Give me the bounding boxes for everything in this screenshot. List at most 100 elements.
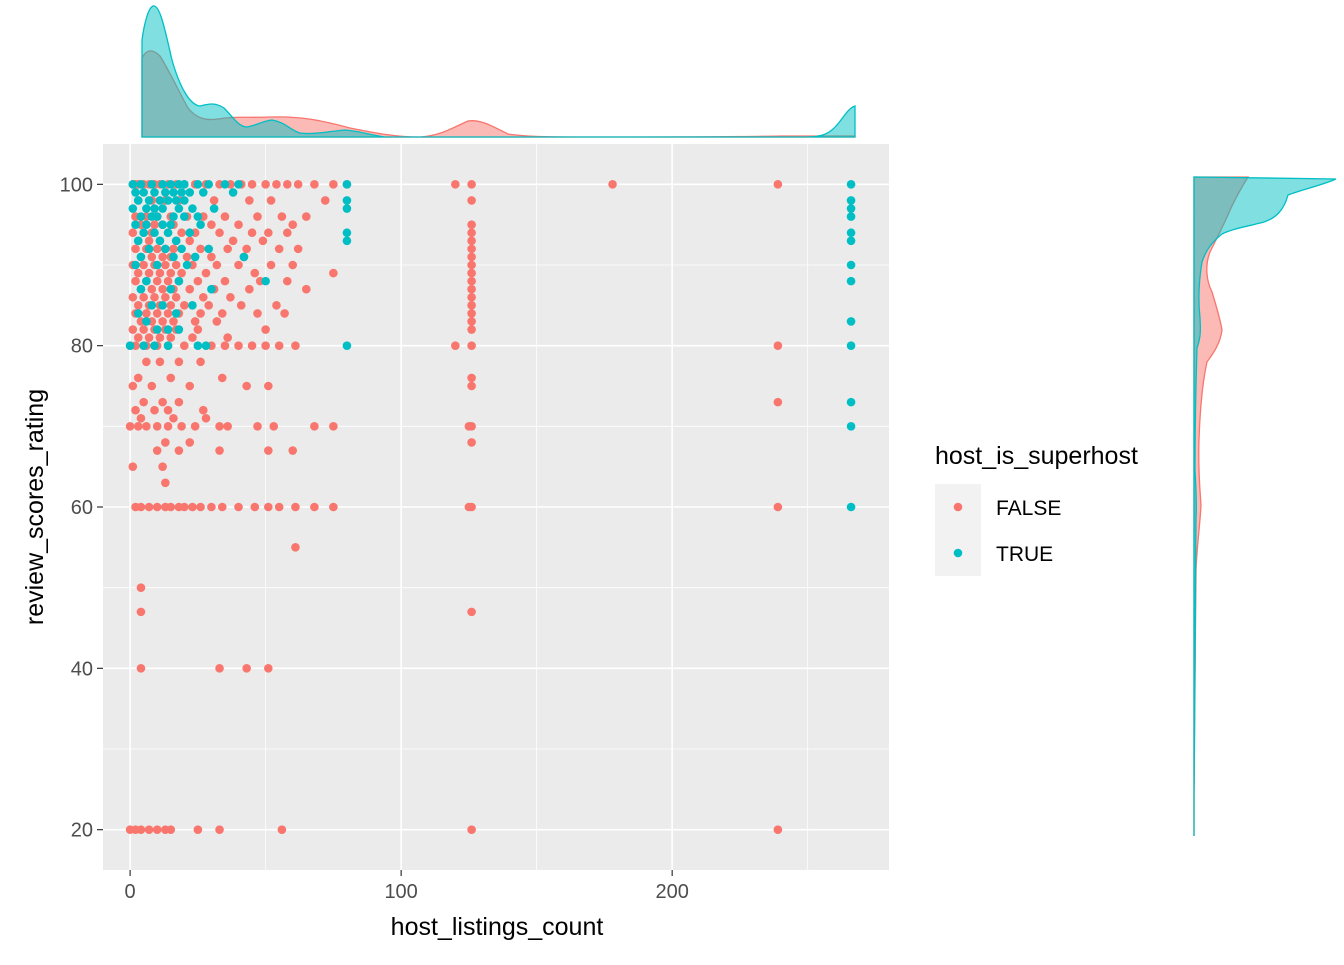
data-point-false bbox=[133, 373, 143, 383]
data-point-false bbox=[171, 292, 181, 302]
data-point-false bbox=[158, 397, 167, 407]
data-point-false bbox=[182, 252, 192, 262]
data-point-false bbox=[467, 607, 476, 617]
data-point-true bbox=[142, 317, 151, 326]
data-point-true bbox=[158, 220, 167, 229]
data-point-false bbox=[196, 357, 205, 367]
data-point-false bbox=[258, 236, 268, 246]
data-point-true bbox=[188, 204, 197, 213]
data-point-true bbox=[155, 196, 165, 205]
data-point-false bbox=[163, 309, 173, 318]
data-point-false bbox=[283, 180, 292, 189]
data-point-false bbox=[467, 284, 476, 294]
data-point-false bbox=[207, 252, 216, 262]
data-point-false bbox=[291, 543, 300, 552]
data-point-true bbox=[150, 341, 159, 350]
data-point-false bbox=[196, 502, 205, 512]
data-point-false bbox=[128, 292, 138, 302]
data-point-false bbox=[217, 373, 227, 383]
data-point-false bbox=[193, 276, 203, 286]
series-true-points bbox=[125, 180, 856, 512]
data-point-true bbox=[342, 341, 352, 350]
data-point-true bbox=[342, 204, 352, 213]
data-point-false bbox=[310, 180, 319, 189]
data-point-false bbox=[467, 196, 476, 205]
data-point-false bbox=[451, 180, 460, 189]
data-point-true bbox=[180, 212, 189, 221]
y-axis-ticks: 20 40 60 80 100 bbox=[60, 174, 103, 842]
data-point-true bbox=[198, 188, 208, 197]
data-point-false bbox=[207, 502, 216, 512]
data-point-false bbox=[226, 292, 235, 302]
data-point-false bbox=[188, 502, 197, 512]
data-point-false bbox=[234, 341, 243, 350]
data-point-true bbox=[220, 180, 230, 189]
data-point-false bbox=[272, 301, 281, 310]
data-point-false bbox=[274, 341, 284, 350]
data-point-true bbox=[169, 188, 178, 197]
data-point-false bbox=[223, 333, 232, 342]
data-point-false bbox=[144, 502, 154, 512]
data-point-false bbox=[242, 381, 251, 391]
data-point-false bbox=[142, 422, 151, 431]
data-point-false bbox=[155, 268, 165, 278]
data-point-false bbox=[291, 341, 300, 350]
data-point-true bbox=[180, 196, 189, 205]
data-point-false bbox=[467, 325, 476, 334]
data-point-false bbox=[152, 244, 162, 254]
data-point-false bbox=[177, 422, 186, 431]
data-point-true bbox=[174, 325, 184, 334]
x-tick-label: 200 bbox=[655, 881, 688, 903]
data-point-false bbox=[133, 268, 143, 278]
data-point-false bbox=[152, 422, 162, 431]
data-point-false bbox=[163, 405, 173, 415]
x-axis-ticks: 0 100 200 bbox=[125, 870, 689, 903]
data-point-false bbox=[217, 502, 227, 512]
data-point-false bbox=[264, 664, 273, 673]
data-point-false bbox=[136, 825, 146, 834]
data-point-true bbox=[163, 228, 173, 238]
data-point-false bbox=[158, 317, 167, 326]
data-point-true bbox=[133, 196, 143, 205]
data-point-false bbox=[215, 825, 224, 834]
data-point-false bbox=[283, 228, 292, 238]
data-point-false bbox=[139, 397, 148, 407]
data-point-false bbox=[467, 260, 476, 270]
data-point-true bbox=[161, 188, 170, 197]
data-point-false bbox=[467, 502, 476, 512]
data-point-true bbox=[169, 212, 178, 221]
data-point-false bbox=[467, 438, 476, 447]
data-point-false bbox=[320, 196, 330, 205]
data-point-false bbox=[198, 405, 208, 415]
data-point-true bbox=[144, 196, 154, 205]
data-point-false bbox=[467, 825, 476, 834]
data-point-false bbox=[152, 309, 162, 318]
minor-gridlines bbox=[103, 144, 889, 870]
data-point-true bbox=[158, 204, 167, 213]
data-point-false bbox=[180, 502, 189, 512]
data-point-false bbox=[144, 268, 154, 278]
data-point-true bbox=[158, 301, 167, 310]
data-point-false bbox=[220, 212, 230, 221]
data-point-false bbox=[212, 260, 222, 270]
data-point-true bbox=[155, 236, 165, 246]
y-axis-label: review_scores_rating bbox=[21, 389, 49, 625]
data-point-false bbox=[220, 276, 230, 286]
data-point-false bbox=[293, 244, 303, 254]
data-point-false bbox=[144, 333, 154, 342]
data-point-true bbox=[136, 212, 146, 221]
data-point-false bbox=[139, 292, 148, 302]
data-point-false bbox=[201, 268, 211, 278]
data-point-false bbox=[161, 260, 170, 270]
data-point-false bbox=[467, 180, 476, 189]
data-point-true bbox=[180, 180, 189, 189]
data-point-true bbox=[185, 228, 195, 238]
data-point-false bbox=[291, 502, 300, 512]
data-point-false bbox=[274, 502, 284, 512]
data-point-false bbox=[185, 381, 195, 391]
data-point-true bbox=[136, 180, 146, 189]
legend-label-false: FALSE bbox=[996, 497, 1061, 520]
